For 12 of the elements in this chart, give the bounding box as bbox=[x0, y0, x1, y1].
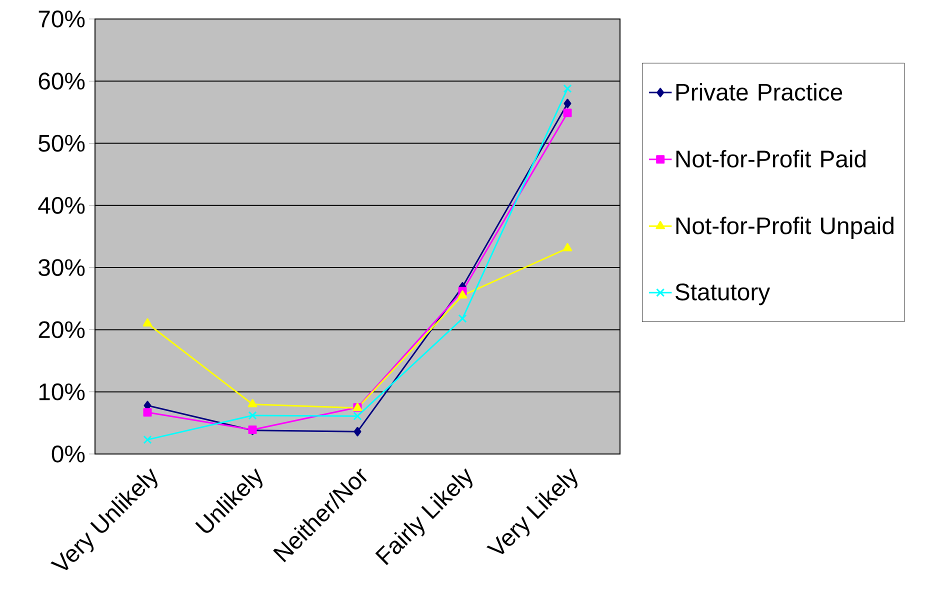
legend-label: Private Practice bbox=[676, 83, 842, 101]
y-tick-label: 50% bbox=[38, 134, 85, 152]
y-tick-label: 40% bbox=[38, 196, 85, 214]
y-tick-label: 10% bbox=[39, 383, 85, 400]
y-tick-label: 60% bbox=[38, 72, 85, 90]
legend-label: Not-for-Profit Unpaid bbox=[676, 216, 894, 240]
y-tick-label: 70% bbox=[38, 10, 85, 28]
legend-label: Statutory bbox=[676, 284, 770, 306]
legend-label: Not-for-Profit Paid bbox=[676, 150, 866, 168]
y-tick-label: 20% bbox=[38, 321, 85, 338]
y-tick-label: 0% bbox=[52, 446, 85, 462]
y-tick-label: 30% bbox=[38, 259, 85, 276]
